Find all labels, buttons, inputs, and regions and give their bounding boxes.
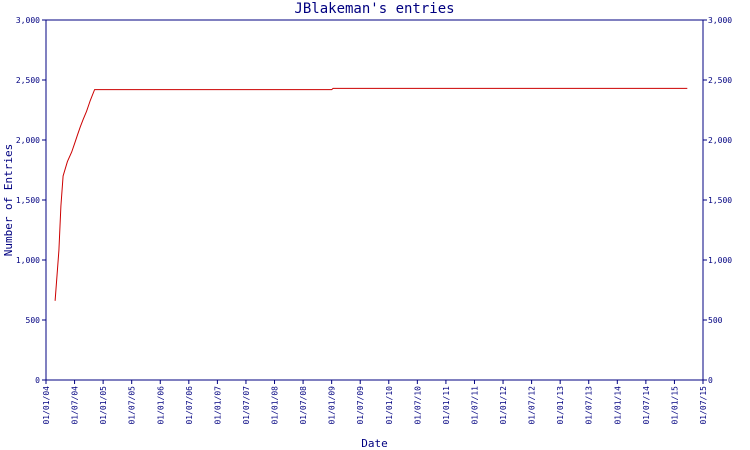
y-tick-label-right: 500	[708, 316, 723, 325]
y-tick-label-left: 2,000	[16, 136, 40, 145]
x-tick-label: 01/01/12	[499, 386, 508, 425]
x-tick-label: 01/01/05	[99, 386, 108, 425]
x-tick-label: 01/07/08	[299, 386, 308, 425]
y-tick-label-left: 1,500	[16, 196, 40, 205]
x-tick-label: 01/01/04	[42, 386, 51, 425]
y-tick-label-right: 2,500	[708, 76, 732, 85]
x-tick-label: 01/07/06	[185, 386, 194, 425]
x-tick-label: 01/01/07	[213, 386, 222, 425]
x-tick-label: 01/07/14	[642, 386, 651, 425]
x-tick-label: 01/07/05	[128, 386, 137, 425]
x-axis-label: Date	[361, 437, 388, 450]
x-tick-label: 01/01/09	[328, 386, 337, 425]
y-tick-label-right: 1,500	[708, 196, 732, 205]
y-tick-label-left: 1,000	[16, 256, 40, 265]
entries-series-line	[54, 87, 688, 301]
y-tick-label-right: 3,000	[708, 16, 732, 25]
x-tick-label: 01/07/07	[242, 386, 251, 425]
chart-title: JBlakeman's entries	[294, 1, 454, 17]
x-tick-label: 01/01/14	[613, 386, 622, 425]
x-tick-label: 01/07/13	[585, 386, 594, 425]
x-tick-label: 01/01/13	[556, 386, 565, 425]
x-tick-label: 01/07/04	[71, 386, 80, 425]
y-tick-label-left: 2,500	[16, 76, 40, 85]
x-tick-label: 01/01/08	[271, 386, 280, 425]
x-tick-label: 01/01/11	[442, 386, 451, 425]
x-tick-label: 01/07/11	[470, 386, 479, 425]
y-tick-label-left: 500	[26, 316, 41, 325]
y-tick-label-right: 0	[708, 376, 713, 385]
y-axis-label: Number of Entries	[2, 144, 15, 257]
x-tick-label: 01/07/12	[528, 386, 537, 425]
x-tick-label: 01/01/06	[156, 386, 165, 425]
y-tick-label-right: 1,000	[708, 256, 732, 265]
x-tick-label: 01/01/10	[385, 386, 394, 425]
x-tick-label: 01/07/15	[699, 386, 708, 425]
x-tick-label: 01/07/10	[413, 386, 422, 425]
x-tick-label: 01/07/09	[356, 386, 365, 425]
y-tick-label-left: 0	[35, 376, 40, 385]
x-tick-label: 01/01/15	[670, 386, 679, 425]
y-tick-label-left: 3,000	[16, 16, 40, 25]
y-tick-label-right: 2,000	[708, 136, 732, 145]
plot-frame	[45, 19, 704, 381]
